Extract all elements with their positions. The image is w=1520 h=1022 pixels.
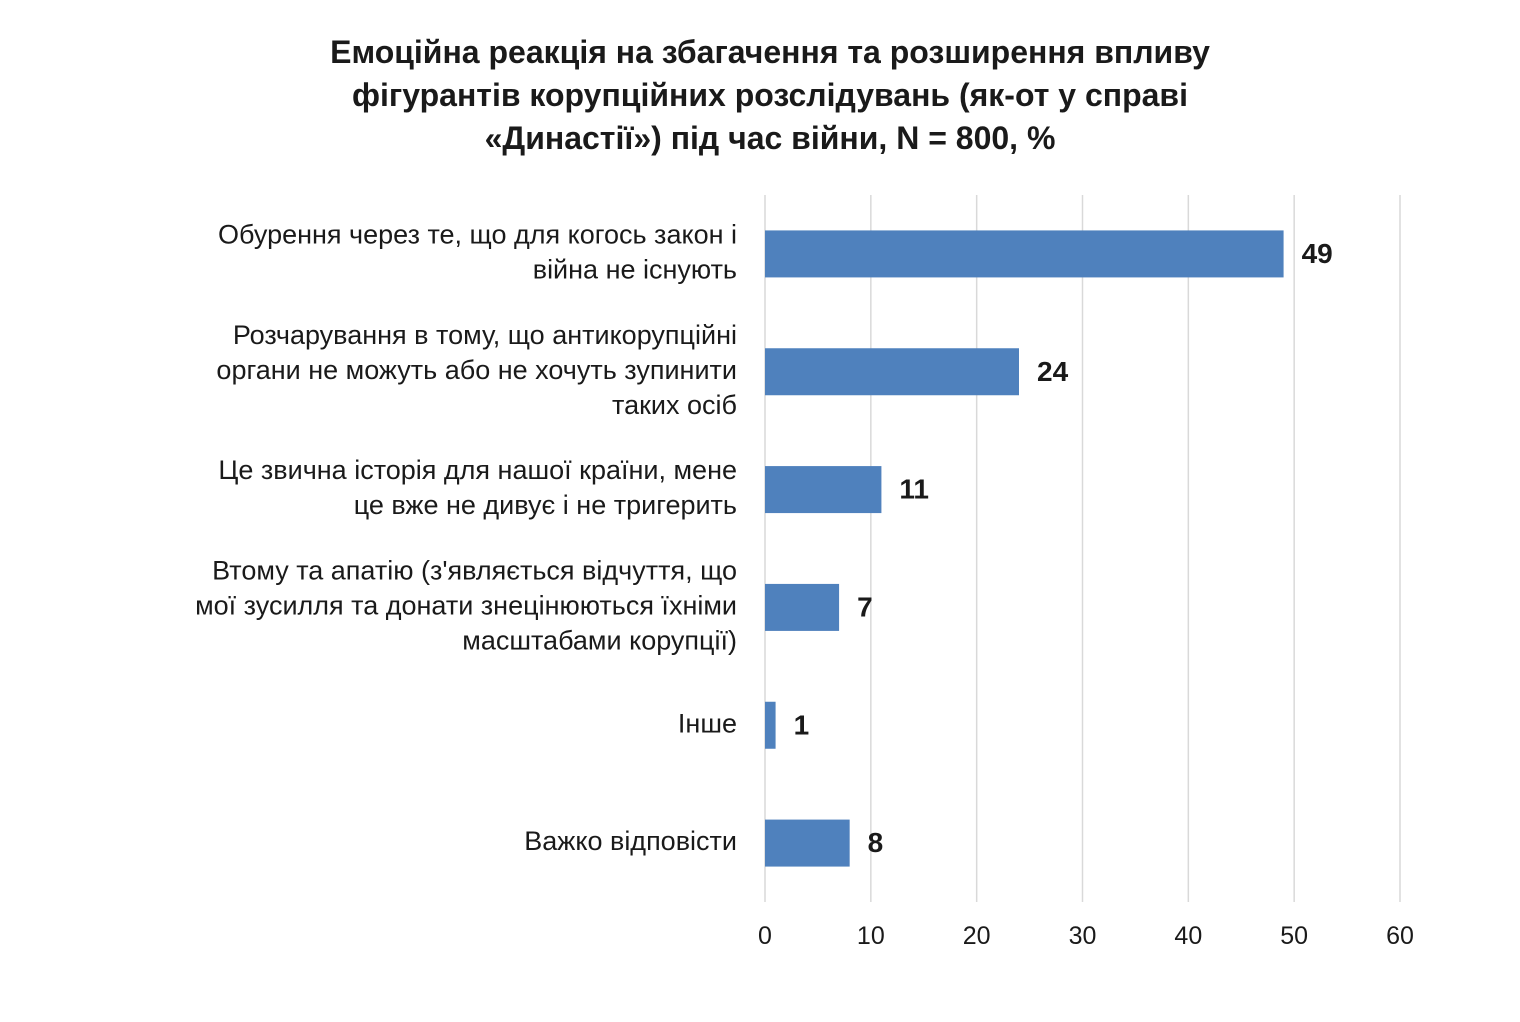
y-tick-label: Інше [678, 708, 737, 738]
y-tick-label: Розчарування в тому, що антикорупційні ор… [216, 320, 737, 420]
x-tick-label: 20 [963, 922, 991, 950]
value-label: 24 [1037, 356, 1069, 387]
bar [765, 466, 882, 514]
bar [765, 230, 1284, 278]
x-tick-label: 60 [1386, 922, 1414, 950]
value-label: 7 [857, 592, 873, 623]
x-tick-label: 0 [758, 922, 772, 950]
y-tick-label: Втому та апатію (з'являється відчуття, щ… [195, 556, 737, 656]
y-tick-label: Це звична історія для нашої країни, мене… [218, 455, 737, 520]
y-tick-label: Важко відповісти [524, 826, 737, 856]
x-tick-label: 30 [1069, 922, 1097, 950]
value-label: 8 [868, 827, 884, 858]
bar [765, 819, 850, 867]
bar [765, 348, 1019, 396]
x-tick-label: 10 [857, 922, 885, 950]
y-tick-label: Обурення через те, що для когось закон і… [218, 220, 737, 285]
bar [765, 701, 776, 749]
value-label: 11 [899, 474, 929, 505]
bar [765, 583, 840, 631]
x-tick-label: 40 [1174, 922, 1202, 950]
chart-title: Емоційна реакція на збагачення та розшир… [330, 34, 1210, 156]
value-label: 1 [794, 710, 810, 741]
value-label: 49 [1302, 238, 1333, 269]
x-tick-label: 50 [1280, 922, 1308, 950]
